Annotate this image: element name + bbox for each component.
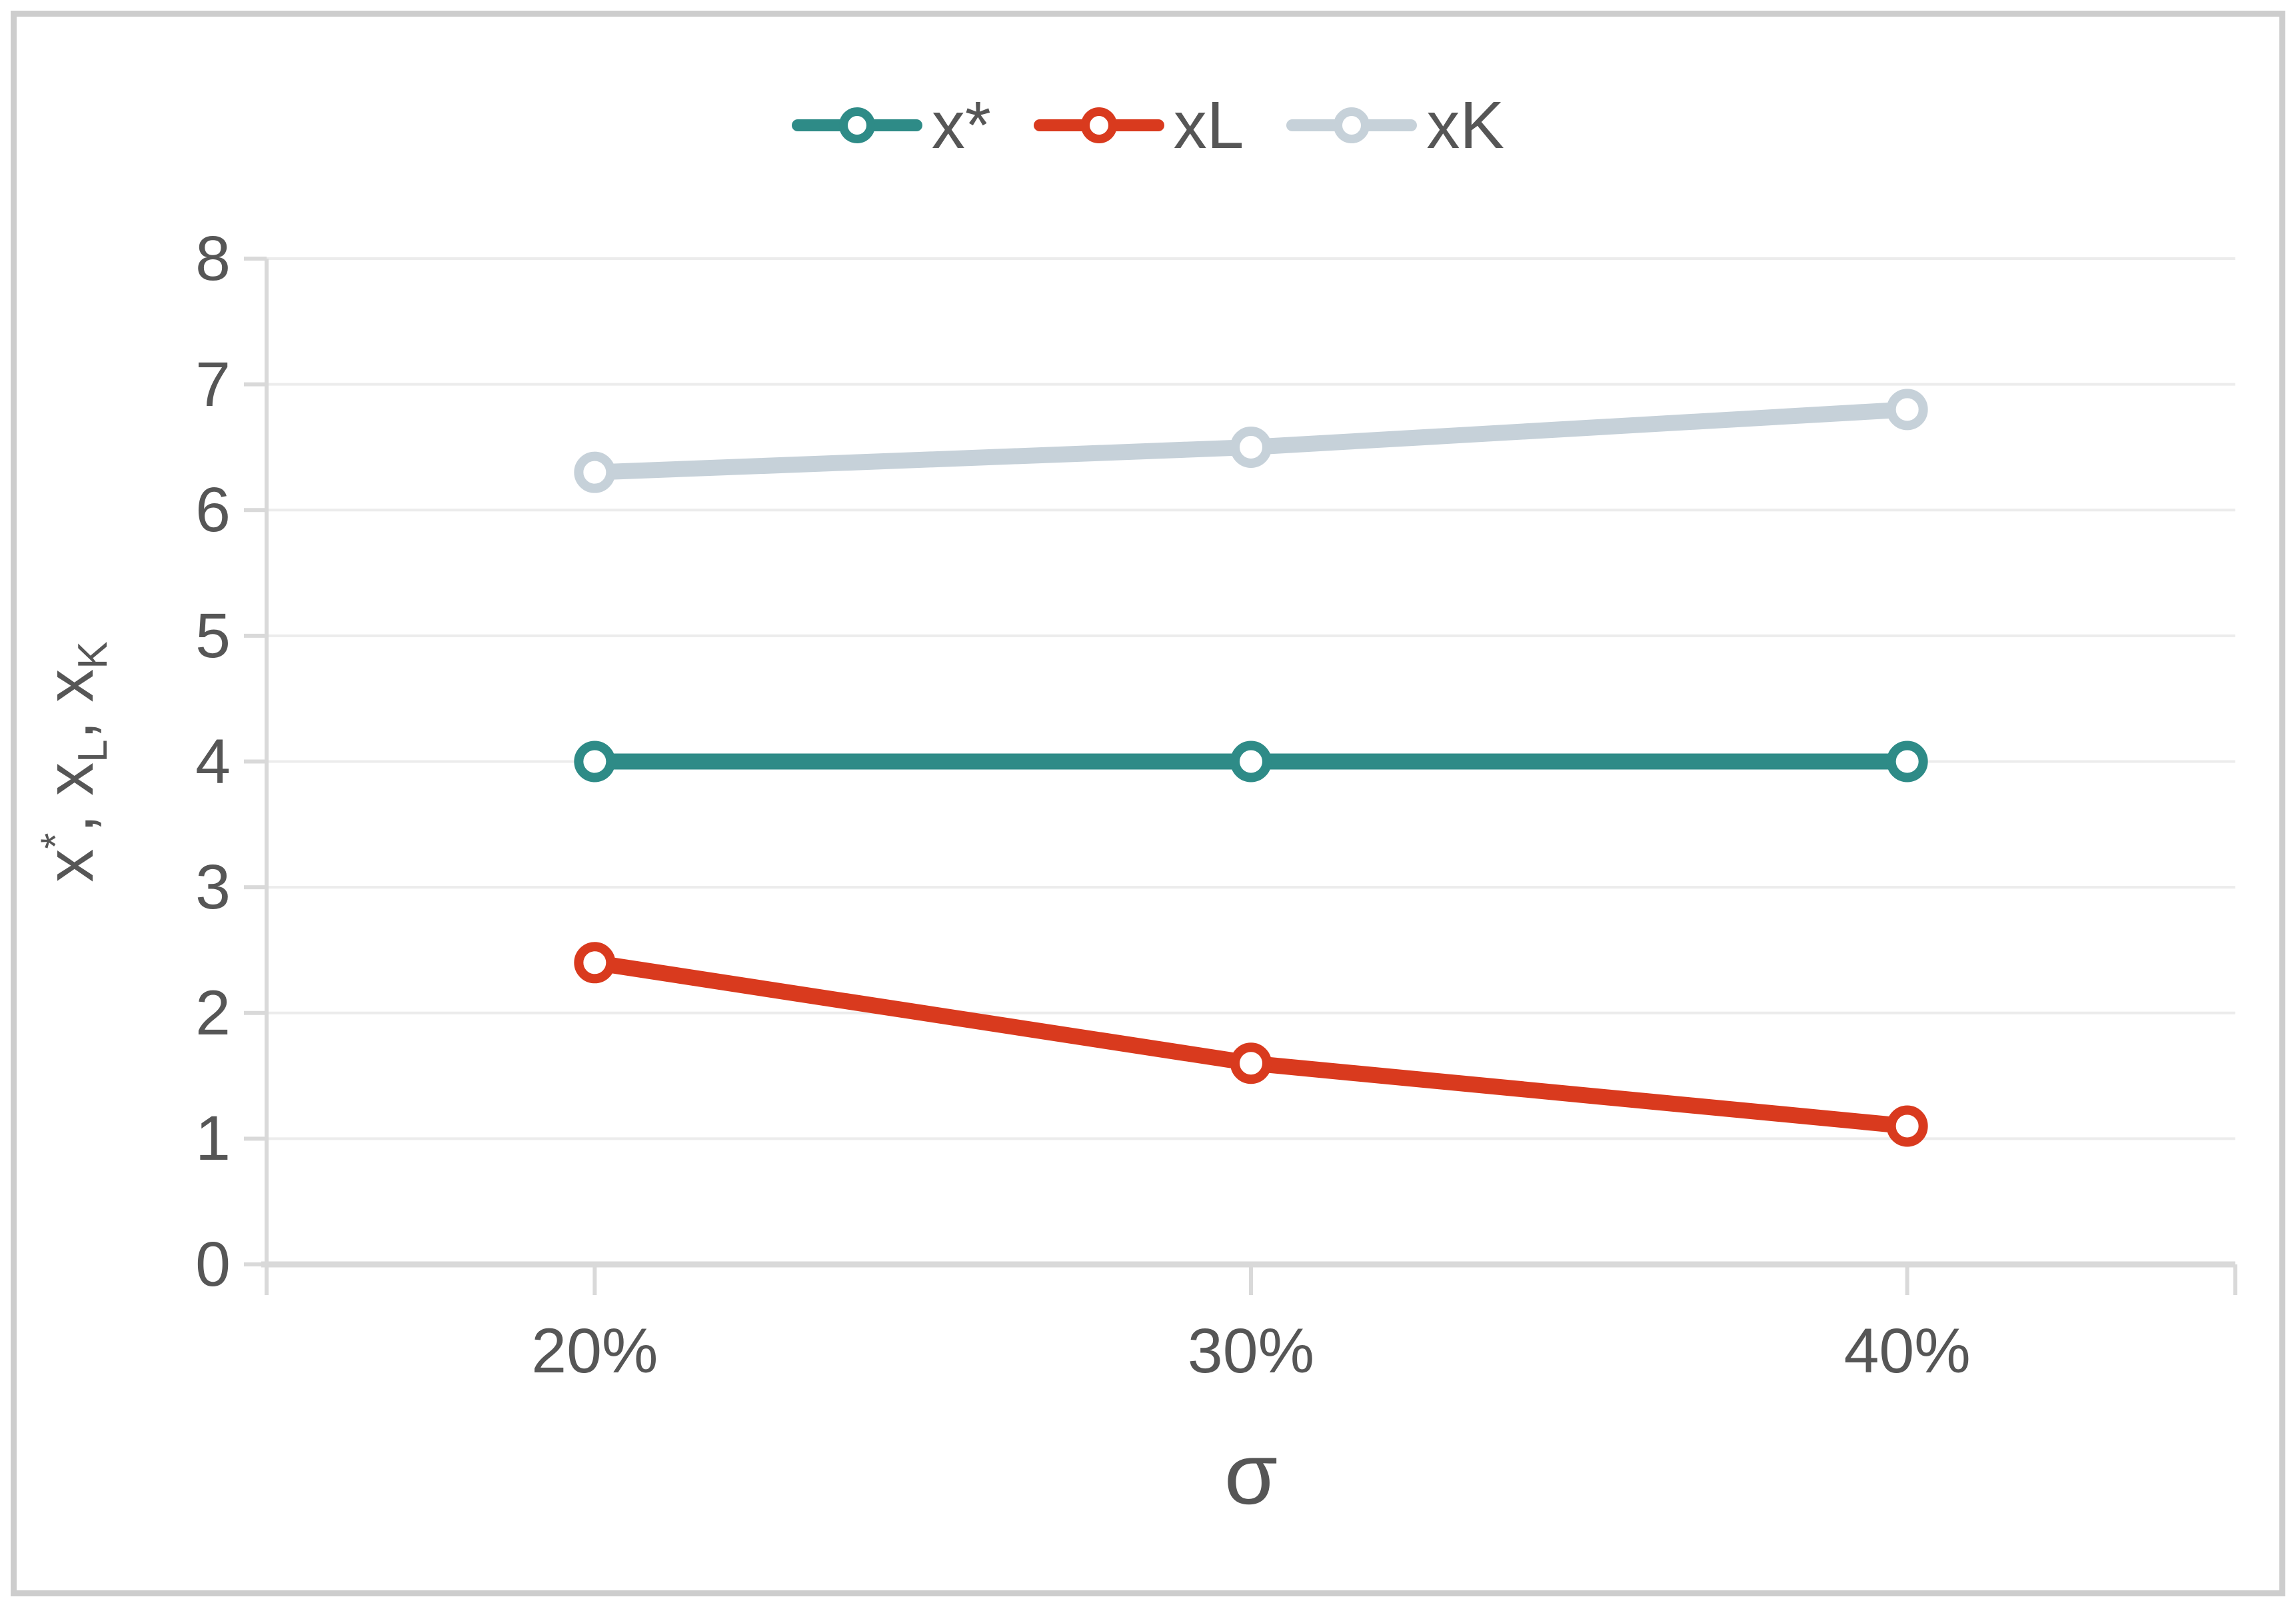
y-axis-title: x*, xL, xK: [30, 429, 116, 1095]
legend-circle-marker-icon: [1080, 107, 1117, 143]
legend-item: xL: [1033, 88, 1244, 163]
legend-item: x*: [791, 88, 991, 163]
y-tick-label: 7: [195, 349, 231, 420]
y-axis-title-part: L: [70, 739, 116, 763]
x-tick-label: 20%: [531, 1316, 658, 1386]
data-point-marker: [1886, 389, 1928, 431]
data-point-marker: [1230, 426, 1272, 468]
legend-label: x*: [931, 88, 991, 163]
y-tick-label: 0: [195, 1229, 231, 1300]
y-tick-label: 4: [195, 726, 231, 797]
data-point-marker: [1230, 1042, 1272, 1084]
y-axis-title-part: K: [70, 641, 116, 669]
data-point-marker: [574, 451, 616, 493]
y-tick-label: 2: [195, 977, 231, 1048]
data-point-marker: [1886, 741, 1928, 783]
y-tick-label: 1: [195, 1103, 231, 1174]
legend-line-marker-icon: [1033, 105, 1164, 145]
y-axis-title-part: x: [33, 848, 107, 882]
data-point-marker: [574, 741, 616, 783]
legend-circle-marker-icon: [838, 107, 875, 143]
y-tick-label: 5: [195, 600, 231, 671]
y-tick-label: 3: [195, 852, 231, 923]
y-tick-label: 6: [195, 475, 231, 546]
y-axis-title-part: *: [33, 832, 79, 849]
legend-label: xK: [1426, 88, 1505, 163]
x-tick-label: 40%: [1843, 1316, 1971, 1386]
data-point-marker: [1230, 741, 1272, 783]
legend-label: xL: [1173, 88, 1244, 163]
legend: x* xL xK: [0, 85, 2296, 165]
data-point-marker: [574, 942, 616, 984]
y-axis-title-part: , x: [33, 669, 107, 739]
data-point-marker: [1886, 1105, 1928, 1147]
legend-circle-marker-icon: [1334, 107, 1370, 143]
legend-line-marker-icon: [791, 105, 922, 145]
x-tick-label: 30%: [1187, 1316, 1315, 1386]
chart-frame: [11, 11, 2285, 1596]
y-axis-title-part: , x: [33, 762, 107, 832]
x-axis-title: σ: [1224, 1425, 1278, 1522]
y-tick-label: 8: [195, 223, 231, 294]
legend-item: xK: [1286, 92, 1504, 159]
legend-line-marker-icon: [1286, 105, 1418, 145]
